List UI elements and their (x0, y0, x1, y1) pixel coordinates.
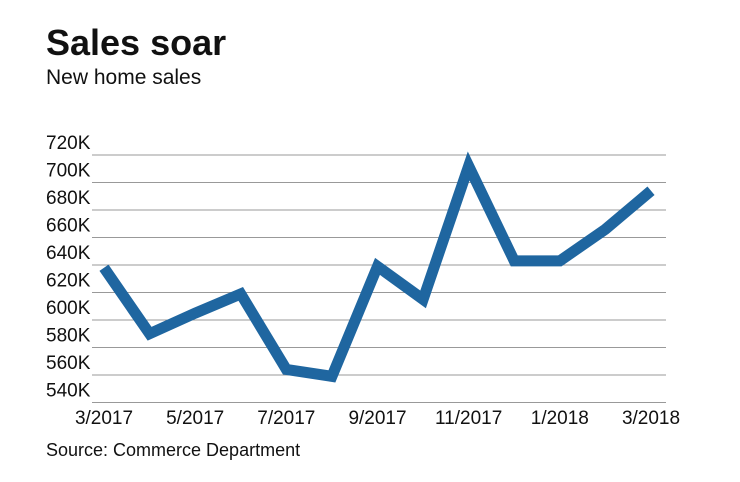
x-tick-label: 3/2018 (622, 408, 680, 429)
y-tick-label: 580K (46, 326, 91, 347)
x-tick-label: 9/2017 (348, 408, 406, 429)
chart-title: Sales soar (46, 22, 226, 63)
y-tick-label: 600K (46, 298, 91, 319)
x-tick-label: 5/2017 (166, 408, 224, 429)
y-tick-label: 680K (46, 188, 91, 209)
y-tick-label: 620K (46, 271, 91, 292)
y-tick-label: 560K (46, 353, 91, 374)
y-tick-label: 640K (46, 243, 91, 264)
source-note: Source: Commerce Department (46, 440, 300, 460)
y-tick-label: 720K (46, 133, 91, 154)
y-tick-label: 540K (46, 381, 91, 402)
x-tick-label: 11/2017 (435, 408, 502, 429)
data-line (99, 151, 655, 383)
x-tick-label: 7/2017 (257, 408, 315, 429)
y-tick-label: 700K (46, 161, 91, 182)
x-tick-label: 3/2017 (75, 408, 133, 429)
chart-subtitle: New home sales (46, 66, 201, 89)
y-tick-label: 660K (46, 216, 91, 237)
x-tick-label: 1/2018 (531, 408, 589, 429)
